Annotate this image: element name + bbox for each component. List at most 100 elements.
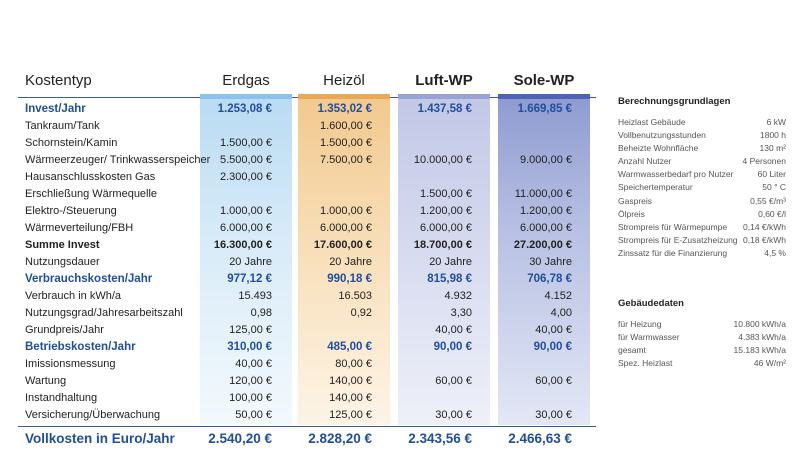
cell-sole-wp: 27.200,00 € [513, 239, 572, 251]
header-luft-wp: Luft-WP [415, 72, 473, 89]
cell-sole-wp: 1.669,85 € [517, 103, 572, 115]
cell-sole-wp: 11.000,00 € [514, 188, 572, 200]
section-row: Verbrauchskosten/Jahr 977,12 € 990,18 € 815… [0, 271, 600, 287]
gebaeude-item: gesamt 15.183 kWh/a [618, 344, 788, 357]
gebaeude-item-label: für Warmwasser [618, 332, 680, 343]
sole-wp-column-background [498, 97, 590, 425]
cell-erdgas: 1.253,08 € [217, 103, 272, 115]
table-row: Grundpreis/Jahr 125,00 € 40,00 € 40,00 € [0, 322, 600, 338]
erdgas-column-background [200, 97, 292, 425]
cell-heizoel: 140,00 € [329, 392, 372, 404]
cell-erdgas: 310,00 € [227, 341, 272, 353]
berechnung-item-value: 60 Liter [757, 169, 786, 180]
berechnung-item: Warmwasserbedarf pro Nutzer 60 Liter [618, 168, 788, 181]
berechnung-item-label: Vollbenutzungsstunden [618, 130, 706, 141]
berechnung-item: Strompreis für E-Zusatzheizung 0,18 €/kWh [618, 234, 788, 247]
header-erdgas: Erdgas [222, 72, 270, 89]
berechnung-item: Speichertemperatur 50 ° C [618, 181, 788, 194]
berechnung-item: Ölpreis 0,60 €/l [618, 208, 788, 221]
header-kostentyp: Kostentyp [25, 72, 92, 89]
table-row: Erschließung Wärmequelle 1.500,00 € 11.000… [0, 186, 600, 202]
cell-luft-wp: 1.437,58 € [417, 103, 472, 115]
cell-luft-wp: 20 Jahre [429, 256, 472, 268]
row-label: Wärmeverteilung/FBH [25, 222, 134, 234]
berechnung-item-value: 130 m² [759, 143, 786, 154]
cell-heizoel: 80,00 € [335, 358, 372, 370]
cell-luft-wp: 10.000,00 € [413, 154, 472, 166]
berechnung-item: Heizlast Gebäude 6 kW [618, 116, 788, 129]
cell-luft-wp: 4.932 [444, 290, 472, 302]
row-label: Wärmeerzeuger/ Trinkwasserspeicher [25, 154, 211, 166]
cell-heizoel: 20 Jahre [329, 256, 372, 268]
gebaeude-item-label: gesamt [618, 345, 646, 356]
row-label: Hausanschlusskosten Gas [25, 171, 156, 183]
cell-sole-wp: 4,00 [550, 307, 572, 319]
berechnung-item-value: 0,14 €/kWh [743, 221, 786, 232]
cell-heizoel: 485,00 € [327, 341, 372, 353]
row-label: Instandhaltung [25, 392, 98, 404]
cell-erdgas: 1.500,00 € [220, 137, 272, 149]
row-label: Versicherung/Überwachung [25, 409, 161, 421]
table-row: Summe Invest 16.300,00 € 17.600,00 € 18.700… [0, 237, 600, 253]
gebaeude-item-label: für Heizung [618, 319, 662, 329]
berechnung-item-label: Speichertemperatur [618, 182, 693, 193]
cell-heizoel: 990,18 € [327, 273, 372, 285]
gebaeude-item-value: 10.800 kWh/a [733, 319, 786, 329]
cell-heizoel: 1.500,00 € [320, 137, 372, 149]
cell-luft-wp: 18.700,00 € [413, 239, 472, 251]
berechnung-item-label: Heizlast Gebäude [618, 117, 686, 127]
total-luft-wp: 2.343,56 € [408, 431, 472, 446]
cell-luft-wp: 3,30 [450, 307, 472, 319]
cell-erdgas: 125,00 € [229, 324, 272, 336]
row-label: Nutzungsdauer [25, 256, 100, 268]
berechnung-item-label: Strompreis für E-Zusatzheizung [618, 234, 738, 245]
berechnung-item-label: Warmwasserbedarf pro Nutzer [618, 169, 734, 180]
cell-sole-wp: 1.200,00 € [520, 205, 572, 217]
total-label: Vollkosten in Euro/Jahr [25, 431, 175, 446]
cell-sole-wp: 706,78 € [527, 273, 572, 285]
row-label: Wartung [25, 375, 67, 387]
cell-luft-wp: 30,00 € [435, 409, 472, 421]
total-sole-wp: 2.466,63 € [508, 431, 572, 446]
cell-heizoel: 1.600,00 € [320, 120, 372, 132]
table-row: Schornstein/Kamin 1.500,00 € 1.500,00 € [0, 135, 600, 151]
table-row: Tankraum/Tank 1.600,00 € [0, 118, 600, 134]
berechnung-item-value: 1800 h [760, 130, 786, 141]
cell-erdgas: 977,12 € [227, 273, 272, 285]
table-row: Wartung 120,00 € 140,00 € 60,00 € 60,00 € [0, 373, 600, 389]
berechnung-item-value: 6 kW [766, 117, 786, 127]
cell-luft-wp: 90,00 € [433, 341, 472, 353]
berechnung-item-label: Anzahl Nutzer [618, 156, 672, 167]
row-label: Schornstein/Kamin [25, 137, 118, 149]
table-row: Verbrauch in kWh/a 15.493 16.503 4.932 4.152 [0, 288, 600, 304]
sole-wp-color-bar [498, 94, 590, 99]
heizoel-color-bar [298, 94, 390, 99]
gebaeude-item-value: 4.383 kWh/a [738, 332, 786, 343]
berechnung-item: Gaspreis 0,55 €/m³ [618, 195, 788, 208]
total-erdgas: 2.540,20 € [208, 431, 272, 446]
cell-erdgas: 50,00 € [235, 409, 272, 421]
erdgas-color-bar [200, 94, 292, 99]
cell-sole-wp: 90,00 € [533, 341, 572, 353]
cell-luft-wp: 1.200,00 € [420, 205, 472, 217]
cell-sole-wp: 30,00 € [535, 409, 572, 421]
cell-erdgas: 100,00 € [229, 392, 272, 404]
berechnungsgrundlagen-panel: Berechnungsgrundlagen Heizlast Gebäude 6 … [618, 96, 788, 260]
cell-luft-wp: 40,00 € [435, 324, 472, 336]
row-label: Verbrauch in kWh/a [25, 290, 121, 302]
berechnung-item-value: 4,5 % [764, 247, 786, 258]
table-row: Wärmeerzeuger/ Trinkwasserspeicher 5.500,… [0, 152, 600, 168]
berechnung-item: Zinssatz für die Finanzierung 4,5 % [618, 247, 788, 260]
cell-heizoel: 0,92 [350, 307, 372, 319]
berechnung-item-value: 0,18 €/kWh [743, 234, 786, 245]
total-divider [18, 426, 596, 427]
gebaeude-item-value: 46 W/m² [753, 358, 786, 369]
cell-sole-wp: 60,00 € [535, 375, 572, 387]
table-row: Imissionsmessung 40,00 € 80,00 € [0, 356, 600, 372]
total-heizoel: 2.828,20 € [308, 431, 372, 446]
cell-heizoel: 1.353,02 € [317, 103, 372, 115]
berechnung-item-label: Zinssatz für die Finanzierung [618, 247, 728, 258]
header-heizoel: Heizöl [323, 72, 365, 89]
cell-sole-wp: 40,00 € [535, 324, 572, 336]
berechnung-item-value: 0,55 €/m³ [750, 195, 786, 206]
